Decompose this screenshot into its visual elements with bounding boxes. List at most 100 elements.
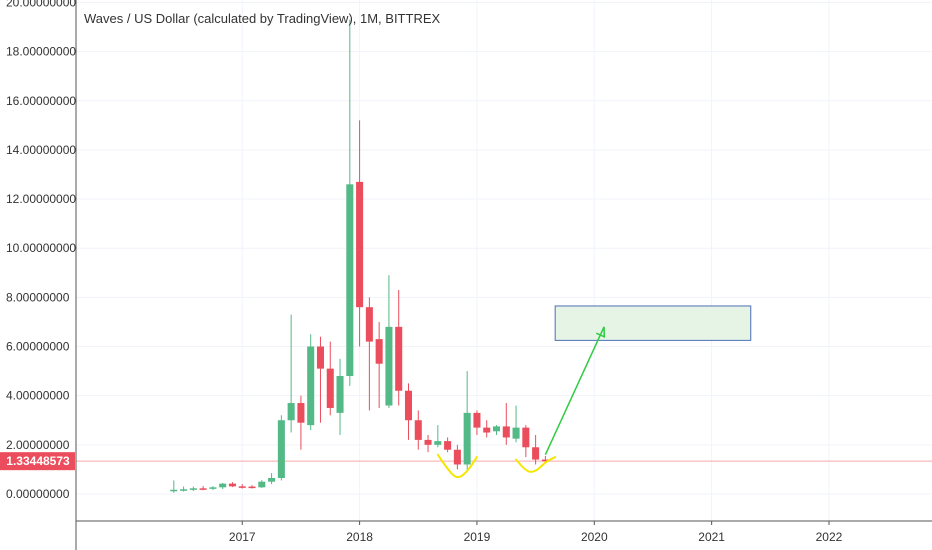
x-tick-label: 2017: [229, 530, 256, 544]
candle: [258, 480, 266, 488]
bottom-curve-2: [515, 456, 557, 473]
candle: [444, 437, 452, 453]
y-tick-label: 8.00000000: [6, 290, 70, 304]
candle-body: [297, 403, 305, 423]
candle-body: [209, 487, 217, 489]
candle-body: [326, 368, 334, 408]
candle-body: [404, 390, 413, 421]
candle-body: [375, 339, 383, 364]
candle: [219, 482, 227, 490]
x-tick-label: 2018: [346, 530, 373, 544]
candle: [307, 334, 315, 431]
candle: [316, 336, 324, 423]
candle-body: [199, 488, 207, 490]
candle-body: [512, 427, 520, 439]
candle-body: [365, 307, 373, 342]
target-box: [554, 305, 752, 341]
candle-body: [522, 427, 530, 448]
y-tick-label: 2.00000000: [6, 438, 70, 452]
y-tick-label: 16.00000000: [6, 94, 76, 108]
candle: [189, 486, 197, 492]
candle-body: [180, 489, 188, 491]
grid-layer: [76, 0, 932, 521]
candle: [404, 383, 413, 440]
candle: [492, 425, 501, 435]
y-tick-label: 20.00000000: [6, 0, 76, 9]
candle: [365, 297, 373, 411]
candle: [356, 120, 364, 347]
candle-body: [307, 346, 315, 426]
candle-body: [248, 486, 256, 489]
candle: [463, 371, 471, 470]
x-tick-label: 2022: [816, 530, 843, 544]
candle: [434, 425, 442, 448]
candle: [385, 275, 393, 408]
y-tick-label: 0.00000000: [6, 487, 70, 501]
candle: [346, 19, 354, 386]
candle-body: [434, 441, 442, 445]
candle: [199, 486, 207, 491]
annotation-layer: [436, 305, 752, 479]
candle-body: [268, 477, 276, 482]
candle-body: [316, 346, 324, 369]
chart-title: Waves / US Dollar (calculated by Trading…: [84, 11, 441, 26]
y-tick-label: 6.00000000: [6, 340, 70, 354]
candle-body: [541, 459, 549, 462]
candle-body: [463, 412, 471, 465]
y-tick-label: 18.00000000: [6, 45, 76, 59]
candle-body: [444, 441, 452, 450]
candle-body: [424, 439, 432, 445]
x-tick-label: 2019: [464, 530, 491, 544]
candle: [277, 415, 285, 481]
candle-body: [258, 481, 266, 488]
candle-body: [395, 326, 403, 391]
candle-layer: [170, 19, 549, 493]
y-tick-label: 14.00000000: [6, 143, 76, 157]
candle-body: [238, 486, 246, 488]
candle-body: [189, 488, 197, 490]
candle: [375, 321, 383, 408]
candle-body: [414, 420, 422, 440]
y-tick-label: 12.00000000: [6, 192, 76, 206]
projection-arrow-line: [544, 326, 605, 455]
candle: [453, 444, 461, 470]
candle: [297, 395, 305, 450]
candle-body: [170, 489, 178, 492]
candle: [248, 485, 256, 489]
candle: [414, 410, 422, 450]
candle-body: [346, 184, 354, 377]
y-tick-label: 10.00000000: [6, 241, 76, 255]
candle: [424, 434, 432, 453]
candle-body: [492, 426, 501, 432]
candle: [336, 358, 344, 435]
candle: [268, 473, 276, 485]
candle-body: [228, 483, 236, 487]
candle-body: [287, 403, 295, 421]
candle-body: [453, 449, 461, 465]
bottom-curve-1: [436, 453, 478, 479]
projection-arrow-head: [596, 326, 606, 339]
candle-body: [532, 447, 540, 460]
candle: [238, 484, 246, 489]
candle: [483, 420, 491, 438]
candle: [522, 425, 530, 458]
x-tick-label: 2020: [581, 530, 608, 544]
candle: [326, 341, 334, 416]
candle: [395, 289, 403, 406]
candle-body: [356, 181, 364, 308]
candle: [532, 434, 540, 465]
candle: [180, 486, 188, 492]
candle-body: [277, 420, 285, 478]
candle: [512, 405, 520, 443]
candle-body: [502, 426, 510, 438]
candle-body: [336, 376, 344, 413]
candle-body: [473, 412, 481, 428]
candle: [228, 482, 236, 488]
candle: [502, 403, 510, 445]
current-price-label: 1.33448573: [6, 454, 70, 468]
candle-body: [385, 326, 393, 406]
candle: [170, 480, 178, 493]
